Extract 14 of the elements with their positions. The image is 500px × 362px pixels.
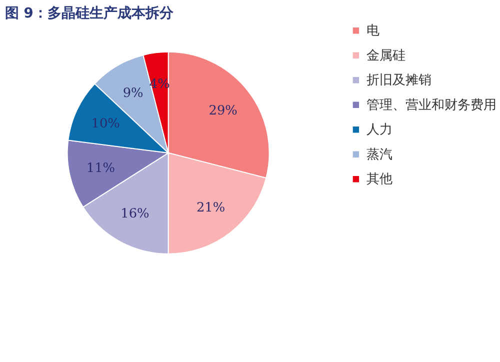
legend-label: 其他	[366, 172, 392, 188]
data-label: 29%	[208, 103, 238, 118]
legend-label: 折旧及摊销	[366, 73, 432, 88]
legend-label: 金属硅	[366, 48, 406, 64]
chart-title: 图 9：多晶硅生产成本拆分	[4, 4, 174, 22]
data-label: 21%	[196, 200, 226, 216]
data-label: 16%	[120, 206, 150, 222]
legend-label: 人力	[366, 122, 392, 138]
legend-label: 蒸汽	[366, 147, 392, 162]
data-label: 11%	[86, 160, 115, 176]
legend-label: 管理、营业和财务费用	[366, 98, 496, 113]
data-label: 9%	[122, 86, 144, 102]
legend-label: 电	[366, 24, 380, 39]
data-label: 10%	[91, 116, 120, 132]
